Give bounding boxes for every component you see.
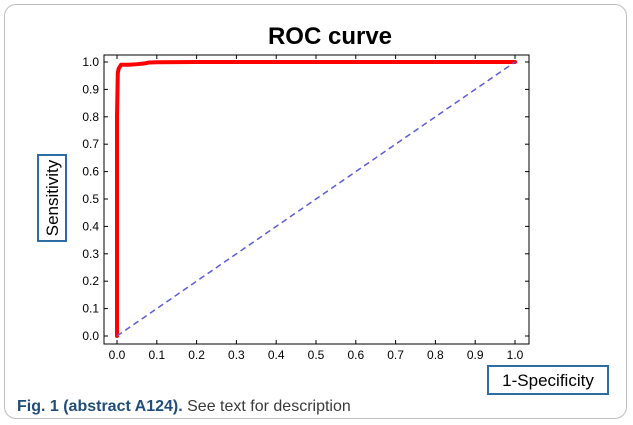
series-group xyxy=(115,60,517,338)
x-tick-label: 0.9 xyxy=(467,348,484,362)
x-tick-label: 0.3 xyxy=(228,348,245,362)
x-tick-label: 0.5 xyxy=(308,348,325,362)
y-tick-label: 1.0 xyxy=(82,55,99,69)
y-tick-label: 0.5 xyxy=(82,192,99,206)
y-tick-label: 0.4 xyxy=(82,219,99,233)
y-tick-label: 0.9 xyxy=(82,82,99,96)
x-tick-label: 0.8 xyxy=(427,348,444,362)
x-tick-label: 0.7 xyxy=(387,348,404,362)
y-tick-label: 0.2 xyxy=(82,274,99,288)
figure-caption: Fig. 1 (abstract A124). See text for des… xyxy=(17,398,351,416)
x-tick-label: 0.1 xyxy=(148,348,165,362)
roc-curve-line xyxy=(115,60,517,338)
xlabel: 1-Specificity xyxy=(502,371,594,390)
x-tick-label: 0.6 xyxy=(347,348,364,362)
ylabel: Sensitivity xyxy=(43,159,62,236)
axis-ticks: 0.0 0.1 0.2 0.3 0.4 0.5 0.6 0.7 0.8 0.9 1.0 0.0 0.1 0… xyxy=(82,55,529,362)
caption-text: See text for description xyxy=(182,398,351,415)
x-tick-label: 0.0 xyxy=(109,348,126,362)
x-tick-label: 0.4 xyxy=(268,348,285,362)
y-tick-label: 0.6 xyxy=(82,165,99,179)
y-tick-label: 0.3 xyxy=(82,247,99,261)
x-tick-label: 0.2 xyxy=(188,348,205,362)
caption-label: Fig. 1 (abstract A124). xyxy=(17,398,183,415)
y-tick-label: 0.7 xyxy=(82,137,99,151)
x-tick-label: 1.0 xyxy=(507,348,524,362)
chart-title: ROC curve xyxy=(268,23,392,50)
ylabel-group: Sensitivity xyxy=(37,154,67,242)
chance-diagonal-line xyxy=(116,61,516,337)
y-tick-label: 0.8 xyxy=(82,110,99,124)
y-tick-label: 0.1 xyxy=(82,302,99,316)
xlabel-group: 1-Specificity xyxy=(487,365,609,395)
xlabel-box xyxy=(487,365,609,395)
y-tick-label: 0.0 xyxy=(82,329,99,343)
ylabel-box xyxy=(37,154,67,242)
